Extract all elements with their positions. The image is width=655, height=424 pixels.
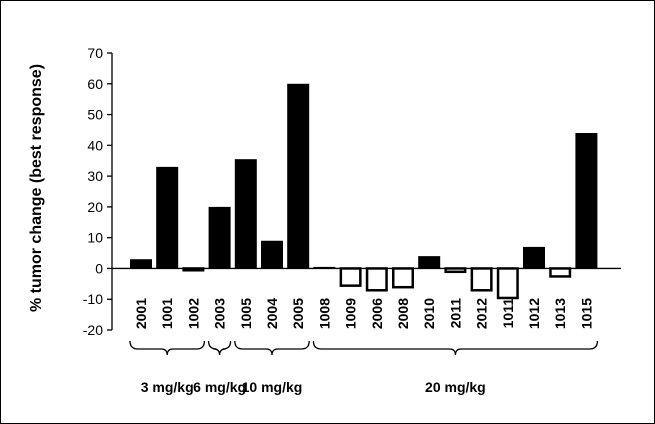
group-label: 3 mg/kg	[141, 379, 194, 395]
y-tick-label: 20	[87, 199, 103, 215]
category-label: 1002	[185, 298, 201, 329]
category-label: 2006	[369, 298, 385, 329]
y-tick-label: 60	[87, 76, 103, 92]
bar	[313, 266, 336, 269]
bar	[470, 267, 493, 292]
bar	[261, 240, 283, 269]
y-tick-label: 0	[95, 260, 103, 276]
bar	[418, 256, 441, 269]
bar	[496, 267, 519, 300]
bar	[339, 267, 362, 287]
bar	[287, 83, 310, 269]
group-brace	[312, 340, 599, 356]
category-label: 2012	[474, 298, 490, 329]
bar	[208, 206, 231, 269]
category-label: 2005	[290, 298, 306, 329]
y-axis-label: % tumor change (best response)	[28, 64, 45, 312]
y-tick-label: 40	[87, 137, 103, 153]
category-label: 1001	[159, 298, 175, 329]
group-brace	[234, 340, 310, 356]
group-label: 6 mg/kg	[193, 379, 246, 395]
y-tick-label: 30	[87, 168, 103, 184]
bar	[575, 133, 598, 269]
category-label: 1009	[343, 298, 359, 329]
y-tick-label: -20	[83, 322, 103, 338]
category-label: 2011	[447, 298, 463, 329]
x-axis: 2001 1001 1002 2003 1005 2004 2005 1008 1009 2006…	[112, 267, 621, 329]
category-label: 1012	[526, 298, 542, 329]
category-label: 1005	[238, 298, 254, 329]
y-tick-label: 10	[87, 230, 103, 246]
bar	[392, 267, 414, 289]
category-label: 2001	[133, 298, 149, 329]
group-label: 10 mg/kg	[242, 379, 303, 395]
group-label: 20 mg/kg	[425, 379, 486, 395]
category-label: 2003	[212, 298, 228, 329]
category-label: 2008	[395, 298, 411, 329]
category-label: 2010	[421, 298, 437, 329]
category-label: 2004	[264, 298, 280, 329]
y-axis: -20 -10 0 10 20 30 40 50 60 70	[83, 45, 113, 338]
y-tick-label: -10	[83, 291, 103, 307]
bars	[130, 83, 598, 300]
group-brace	[207, 340, 232, 356]
bar	[156, 166, 179, 269]
category-label: 1013	[552, 298, 568, 329]
bar	[523, 246, 545, 269]
category-label: 1008	[316, 298, 332, 329]
bar	[365, 267, 388, 292]
y-tick-label: 70	[87, 45, 103, 61]
category-label: 1011	[500, 298, 516, 329]
bar	[234, 159, 257, 269]
category-label: 1015	[578, 298, 594, 329]
bar	[549, 267, 572, 278]
bar	[130, 259, 152, 269]
group-brace	[129, 340, 206, 356]
y-tick-label: 50	[87, 107, 103, 123]
